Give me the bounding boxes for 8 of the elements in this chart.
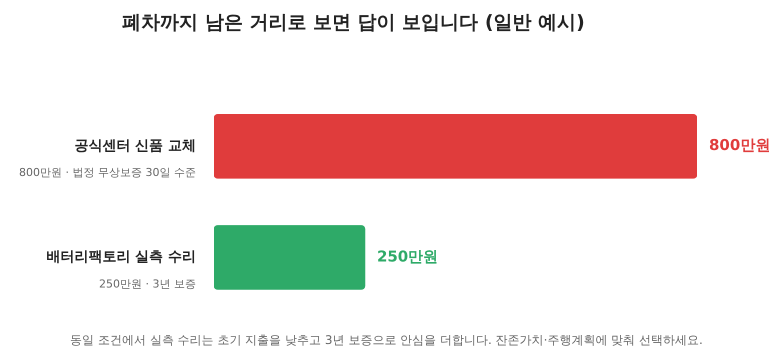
text: 800만원 · 법정 무상보증 30일 수준 bbox=[19, 166, 196, 180]
data-label: 800만원 bbox=[709, 136, 770, 154]
y-tick-label: 공식센터 신품 교체 bbox=[74, 138, 196, 154]
chart-title: 폐차까지 남은 거리로 보면 답이 보입니다 (일반 예시) bbox=[122, 11, 585, 34]
text: 250만원 · 3년 보증 bbox=[99, 277, 196, 290]
data-label: 250만원 bbox=[376, 247, 438, 266]
y-tick-label: 배터리팩토리 실측 수리 bbox=[46, 249, 196, 266]
text: 동일 조건에서 실측 수리는 초기 지출을 낮추고 3년 보증으로 안심을 더합니다. 잔존가치·주행계획에 맞춰 선택하세요. bbox=[70, 333, 703, 348]
